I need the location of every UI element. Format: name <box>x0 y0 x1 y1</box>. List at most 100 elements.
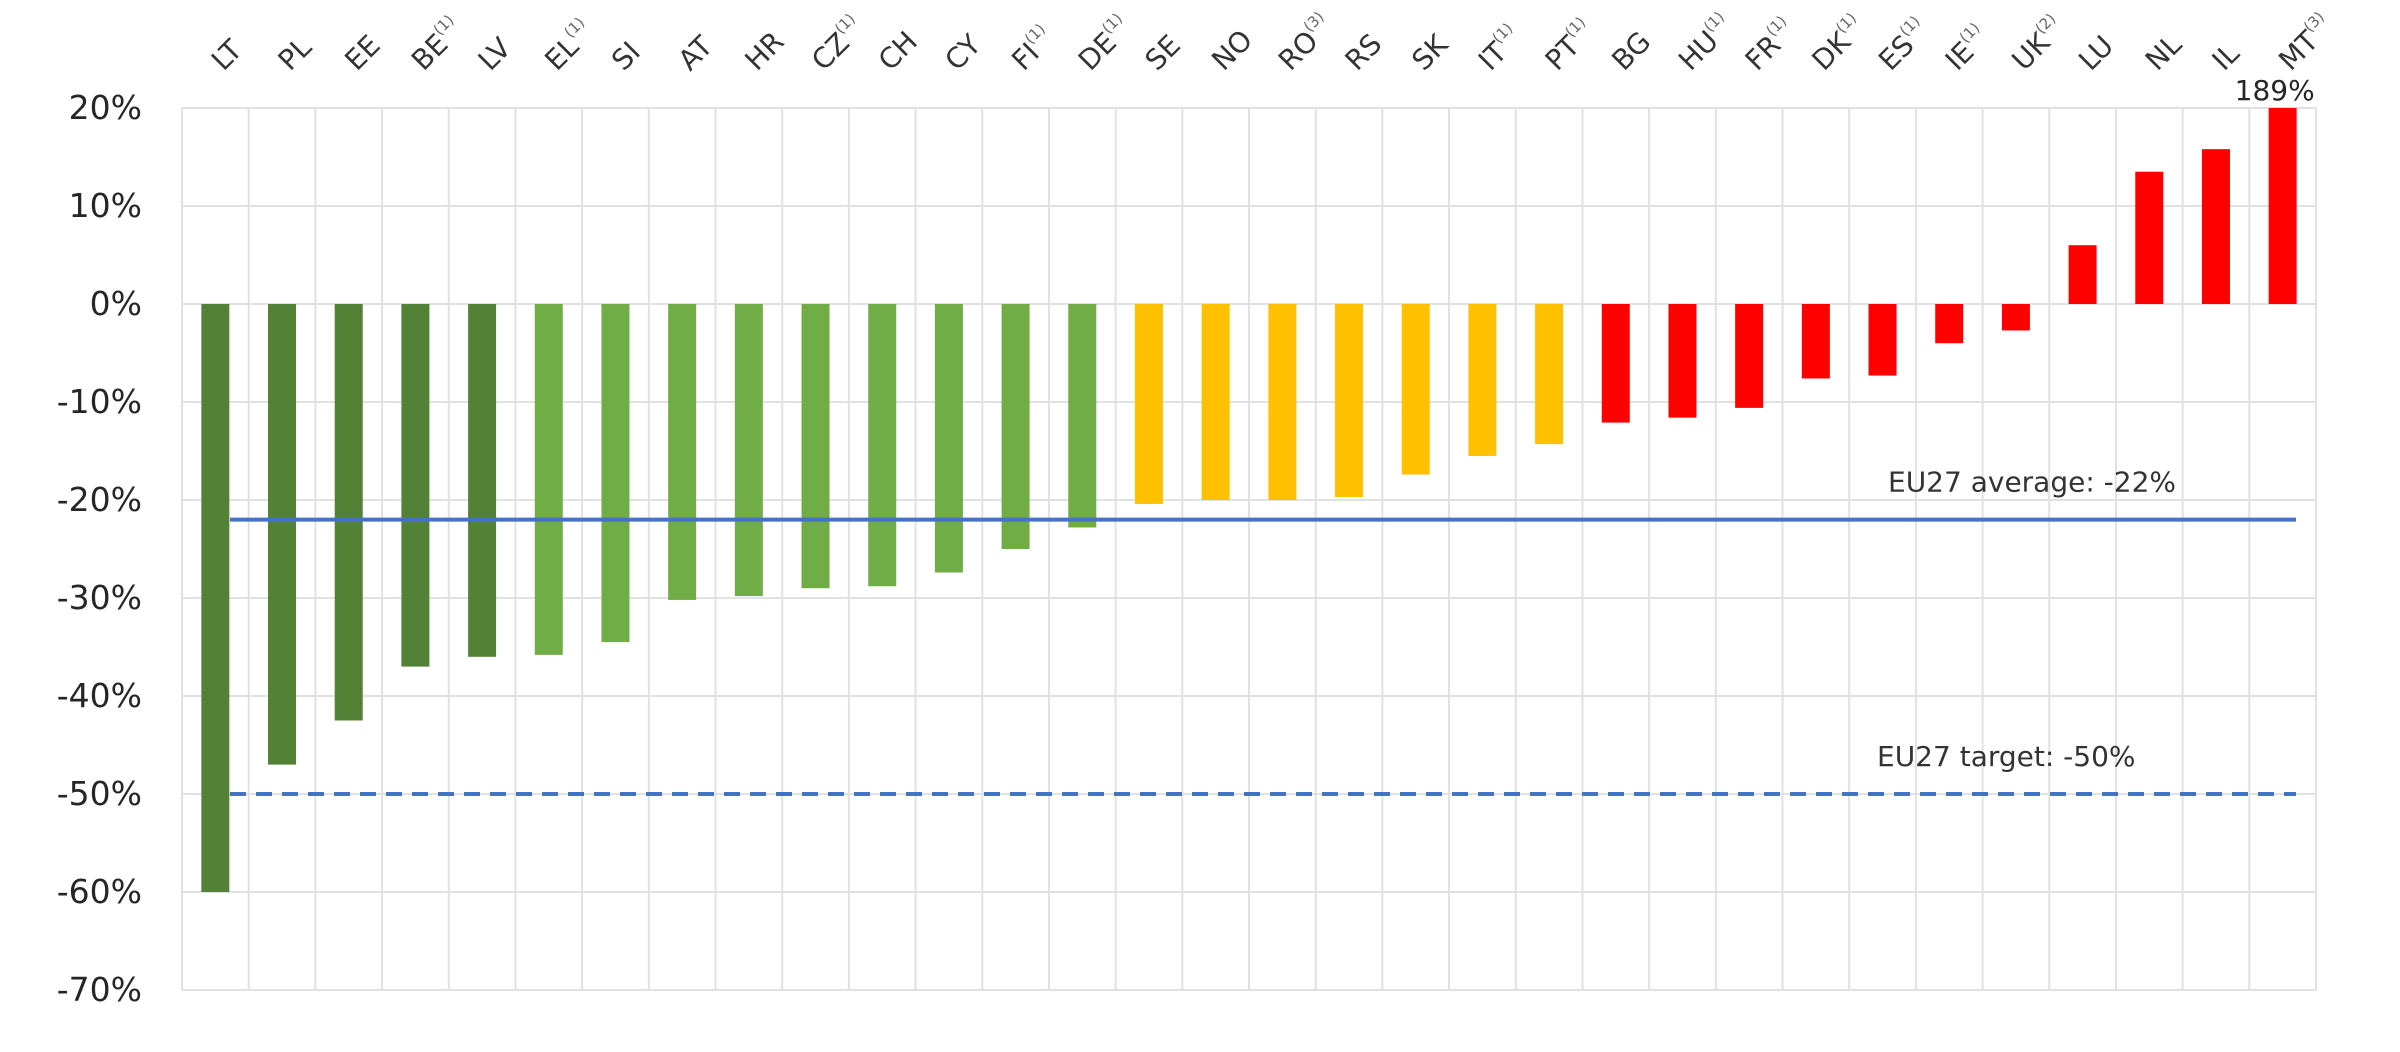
bar-rs <box>1335 304 1364 498</box>
x-tick-label: RS <box>1339 27 1389 77</box>
svg-text:IT(1): IT(1) <box>1471 19 1529 77</box>
x-tick-label: LT <box>205 33 249 77</box>
bar-fr <box>1735 304 1764 408</box>
svg-text:LT: LT <box>205 33 249 77</box>
x-tick-label: ES(1) <box>1871 12 1936 77</box>
bar-be <box>401 304 430 667</box>
x-tick-label: SI <box>605 35 647 77</box>
svg-text:CZ(1): CZ(1) <box>804 10 871 77</box>
x-tick-label: HU(1) <box>1671 8 1740 77</box>
x-tick-label: SK <box>1405 28 1454 77</box>
bar-de <box>1068 304 1097 528</box>
x-tick-label: PL <box>272 30 319 77</box>
bar-pl <box>268 304 297 765</box>
svg-text:CH: CH <box>872 25 924 77</box>
x-tick-label: HR <box>738 25 790 77</box>
x-tick-label: FR(1) <box>1737 12 1802 77</box>
svg-text:SK: SK <box>1405 28 1454 77</box>
x-axis: LT PL EE BE(1)LV EL(1)SI AT HR CZ(1)CH CY FI(1) DE… <box>205 8 2340 77</box>
svg-text:EE: EE <box>338 29 386 77</box>
reference-lines: EU27 average: -22% EU27 target: -50% <box>230 466 2296 796</box>
bar-cy <box>934 304 963 573</box>
x-tick-label: EL(1) <box>537 14 600 77</box>
bar-uk <box>2001 304 2030 331</box>
x-tick-label: UK(2) <box>2004 10 2071 77</box>
x-tick-label: SE <box>1139 29 1187 77</box>
y-tick-label: -70% <box>57 970 142 1009</box>
svg-text:HU(1): HU(1) <box>1671 8 1740 77</box>
y-axis: 20% 10% 0% -10% -20% -30% -40% -50% -60% -70% <box>57 88 142 1009</box>
bar-lt <box>201 304 230 892</box>
y-tick-label: 10% <box>69 186 142 225</box>
x-tick-label: LU <box>2072 29 2120 77</box>
bar-hu <box>1668 304 1697 418</box>
x-tick-label: LV <box>472 31 518 77</box>
bar-ee <box>334 304 363 721</box>
x-tick-label: BG <box>1605 25 1657 77</box>
bar-pt <box>1535 304 1564 445</box>
svg-text:BG: BG <box>1605 25 1657 77</box>
y-tick-label: 0% <box>90 284 142 323</box>
x-tick-label: MT(3) <box>2271 8 2340 77</box>
y-tick-label: -50% <box>57 774 142 813</box>
bar-si <box>601 304 630 643</box>
average-label: EU27 average: -22% <box>1888 466 2176 499</box>
svg-text:PL: PL <box>272 30 319 77</box>
svg-text:LV: LV <box>472 31 518 77</box>
bar-ch <box>868 304 897 587</box>
bar-nl <box>2135 171 2164 304</box>
x-tick-label: DE(1) <box>1070 9 1138 77</box>
svg-text:AT: AT <box>672 29 720 77</box>
y-tick-label: -30% <box>57 578 142 617</box>
bar-dk <box>1801 304 1830 379</box>
bar-es <box>1868 304 1897 376</box>
svg-text:DK(1): DK(1) <box>1804 9 1872 77</box>
svg-text:RO(3): RO(3) <box>1271 8 1340 77</box>
x-tick-label: DK(1) <box>1804 9 1872 77</box>
x-tick-label: NO <box>1205 23 1259 77</box>
target-label: EU27 target: -50% <box>1877 740 2136 773</box>
x-tick-label: FI(1) <box>1004 20 1061 77</box>
svg-text:SI: SI <box>605 35 647 77</box>
svg-text:FR(1): FR(1) <box>1737 12 1802 77</box>
value-label-mt: 189% <box>2235 74 2315 107</box>
bar-no <box>1201 304 1230 500</box>
svg-text:DE(1): DE(1) <box>1070 9 1138 77</box>
y-tick-label: -40% <box>57 676 142 715</box>
svg-text:MT(3): MT(3) <box>2271 8 2340 77</box>
svg-text:NL: NL <box>2139 27 2188 76</box>
x-tick-label: PT(1) <box>1537 13 1601 77</box>
x-tick-label: IL <box>2206 36 2246 76</box>
bar-el <box>534 304 563 655</box>
svg-text:FI(1): FI(1) <box>1004 20 1061 77</box>
x-tick-label: CH <box>872 25 924 77</box>
bar-ie <box>1935 304 1964 344</box>
svg-text:IE(1): IE(1) <box>1937 19 1995 77</box>
x-tick-label: CZ(1) <box>804 10 871 77</box>
y-tick-label: -20% <box>57 480 142 519</box>
bar-lu <box>2068 245 2097 304</box>
x-tick-label: NL <box>2139 27 2188 76</box>
svg-text:ES(1): ES(1) <box>1871 12 1936 77</box>
bar-mt <box>2268 108 2297 304</box>
svg-text:PT(1): PT(1) <box>1537 13 1601 77</box>
bar-lv <box>468 304 497 657</box>
bar-series <box>201 108 2297 892</box>
y-tick-label: 20% <box>69 88 142 127</box>
svg-text:BE(1): BE(1) <box>404 11 470 77</box>
svg-text:UK(2): UK(2) <box>2004 10 2071 77</box>
svg-text:IL: IL <box>2206 36 2246 76</box>
x-tick-label: RO(3) <box>1271 8 1340 77</box>
svg-text:EL(1): EL(1) <box>537 14 600 77</box>
svg-text:SE: SE <box>1139 29 1187 77</box>
bar-hr <box>734 304 763 597</box>
bar-fi <box>1001 304 1030 549</box>
bar-cz <box>801 304 830 589</box>
svg-text:RS: RS <box>1339 27 1389 77</box>
bar-at <box>668 304 697 600</box>
x-tick-label: BE(1) <box>404 11 470 77</box>
x-tick-label: IE(1) <box>1937 19 1995 77</box>
bar-bg <box>1601 304 1630 423</box>
bar-ro <box>1268 304 1297 500</box>
